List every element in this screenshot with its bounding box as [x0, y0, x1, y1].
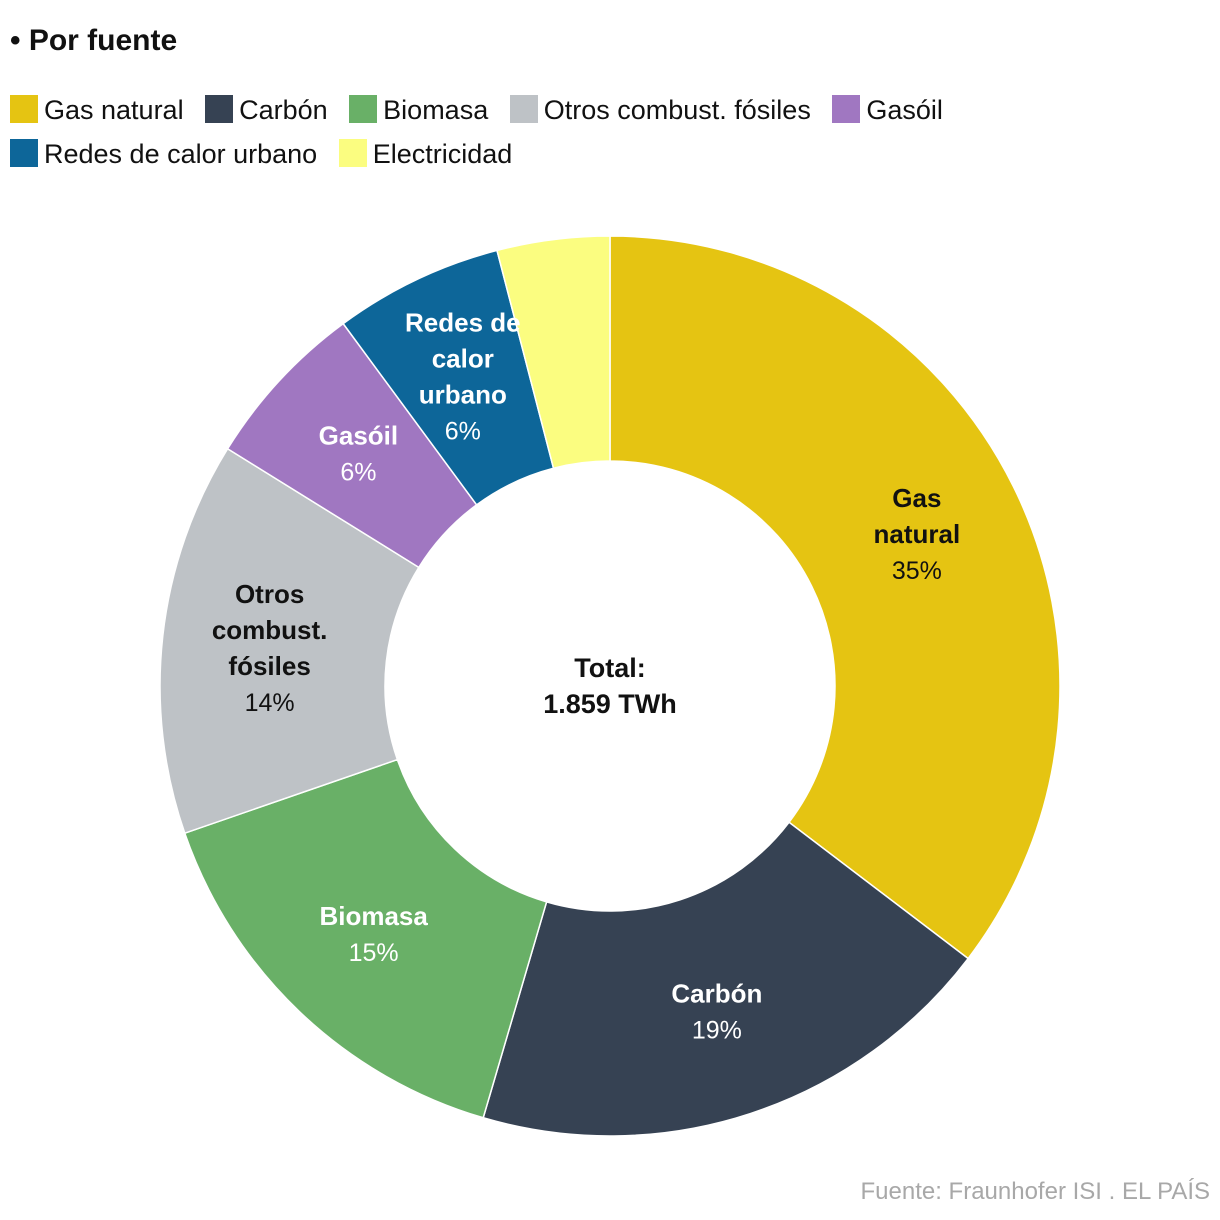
slice-label-gas-natural: Gas natural 35%: [874, 483, 961, 585]
center-total-label: Total:: [574, 653, 645, 683]
slice-percent: 35%: [892, 557, 942, 585]
legend-swatch: [10, 139, 38, 167]
chart-title: • Por fuente: [10, 24, 178, 57]
legend-label: Redes de calor urbano: [44, 139, 318, 169]
slice-name-line: fósiles: [228, 651, 310, 681]
legend-item-gasoil: Gasóil: [832, 88, 943, 132]
slice-otros-combust-fosiles: [159, 447, 420, 835]
slice-label-otros-combust-fosiles: Otros combust. fósiles 14%: [212, 579, 328, 717]
slice-name-line: Gasóil: [319, 421, 398, 451]
legend-label: Carbón: [239, 95, 328, 125]
legend-swatch: [509, 95, 538, 123]
slice-name-line: Otros: [235, 579, 304, 609]
source-credit: Fuente: Fraunhofer ISI . EL PAÍS: [860, 1178, 1210, 1205]
slice-label-carbon: Carbón 19%: [671, 978, 762, 1044]
slice-percent: 6%: [445, 418, 481, 446]
legend-swatch: [832, 95, 861, 123]
legend-label: Gasóil: [866, 95, 943, 125]
slice-labels: Gas natural 35% Carbón 19% Biomasa 15% Otros com…: [212, 308, 960, 1045]
legend-swatch: [349, 95, 378, 123]
slice-name-line: Gas: [892, 483, 941, 513]
legend-item-gas-natural: Gas natural: [10, 88, 184, 132]
legend-label: Electricidad: [372, 139, 513, 169]
center-total-value: 1.859 TWh: [543, 689, 677, 719]
slice-carbon: [482, 821, 970, 1137]
legend-swatch: [338, 139, 367, 167]
legend: Gas natural Carbón Biomasa Otros combust…: [10, 88, 1210, 176]
slice-name-line: natural: [874, 519, 961, 549]
slice-percent: 15%: [349, 939, 399, 967]
legend-label: Gas natural: [44, 95, 184, 125]
legend-item-electricidad: Electricidad: [338, 132, 513, 176]
slice-label-gasoil: Gasóil 6%: [319, 421, 398, 487]
legend-item-carbon: Carbón: [205, 88, 328, 132]
slice-name-line: urbano: [419, 380, 507, 410]
slice-name-line: Redes de: [405, 308, 521, 338]
legend-label: Biomasa: [383, 95, 489, 125]
slice-name-line: Biomasa: [319, 901, 428, 931]
slice-gas-natural: [609, 235, 1061, 960]
slice-label-redes-de-calor-urbano: Redes de calor urbano 6%: [405, 308, 521, 446]
donut-slices: [159, 235, 1061, 1137]
slice-name-line: Carbón: [671, 978, 762, 1008]
legend-swatch: [10, 95, 38, 123]
slice-label-biomasa: Biomasa 15%: [319, 901, 428, 967]
slice-percent: 19%: [692, 1016, 742, 1044]
slice-name-line: combust.: [212, 615, 328, 645]
legend-item-otros-combust-fosiles: Otros combust. fósiles: [509, 88, 811, 132]
slice-electricidad: [496, 235, 611, 470]
slice-percent: 6%: [340, 459, 376, 487]
slice-percent: 14%: [245, 689, 295, 717]
legend-item-redes-de-calor-urbano: Redes de calor urbano: [10, 132, 317, 176]
legend-label: Otros combust. fósiles: [543, 95, 811, 125]
slice-name-line: calor: [432, 344, 494, 374]
legend-swatch: [205, 95, 234, 123]
legend-item-biomasa: Biomasa: [349, 88, 488, 132]
slice-biomasa: [183, 758, 548, 1119]
